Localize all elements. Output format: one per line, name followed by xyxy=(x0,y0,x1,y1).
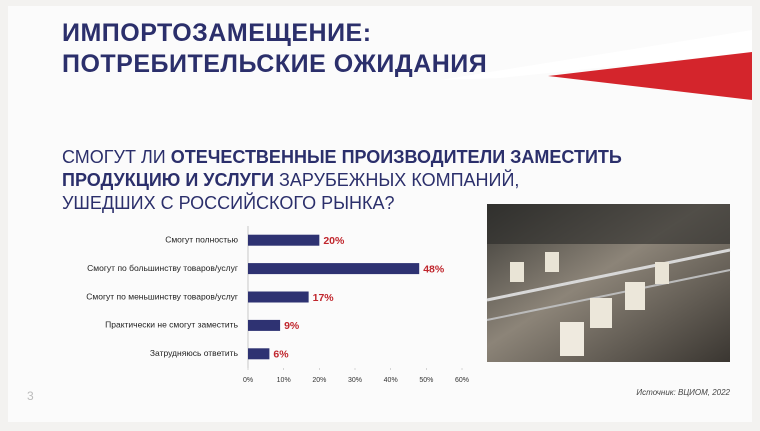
x-tick-label: 40% xyxy=(384,377,398,384)
value-label: 9% xyxy=(284,320,300,332)
x-tick-label: 20% xyxy=(312,377,326,384)
x-tick-label: 30% xyxy=(348,377,362,384)
question-text: УШЕДШИХ С РОССИЙСКОГО РЫНКА? xyxy=(62,193,395,213)
slide-title: ИМПОРТОЗАМЕЩЕНИЕ: ПОТРЕБИТЕЛЬСКИЕ ОЖИДАНИ… xyxy=(62,18,487,80)
swoosh-red xyxy=(548,52,752,100)
value-label: 17% xyxy=(313,292,335,304)
category-label: Смогут по большинству товаров/услуг xyxy=(87,263,238,273)
bar xyxy=(248,291,309,303)
category-label: Практически не смогут заместить xyxy=(105,320,238,330)
category-label: Затрудняюсь ответить xyxy=(150,348,239,358)
category-label: Смогут по меньшинству товаров/услуг xyxy=(86,291,238,301)
x-tick-label: 10% xyxy=(277,377,291,384)
title-line: ПОТРЕБИТЕЛЬСКИЕ ОЖИДАНИЯ xyxy=(62,50,488,78)
x-tick-label: 0% xyxy=(243,377,253,384)
bar xyxy=(248,263,420,275)
question-text: ЗАРУБЕЖНЫХ КОМПАНИЙ, xyxy=(274,170,520,190)
question-line: ПРОДУКЦИЮ И УСЛУГИ ЗАРУБЕЖНЫХ КОМПАНИЙ, xyxy=(62,169,622,192)
bar xyxy=(248,348,270,360)
x-tick-label: 60% xyxy=(455,377,469,384)
photo xyxy=(486,204,731,362)
value-label: 6% xyxy=(273,349,289,361)
question-line: СМОГУТ ЛИ ОТЕЧЕСТВЕННЫЕ ПРОИЗВОДИТЕЛИ ЗА… xyxy=(62,146,622,169)
source: Источник: ВЦИОМ, 2022 xyxy=(636,388,730,397)
title-line: ИМПОРТОЗАМЕЩЕНИЕ: xyxy=(62,19,372,47)
question: СМОГУТ ЛИ ОТЕЧЕСТВЕННЫЕ ПРОИЗВОДИТЕЛИ ЗА… xyxy=(62,146,622,215)
question-text: ПРОДУКЦИЮ И УСЛУГИ xyxy=(62,170,275,190)
question-line: УШЕДШИХ С РОССИЙСКОГО РЫНКА? xyxy=(62,192,622,215)
category-label: Смогут полностью xyxy=(165,234,238,244)
value-label: 48% xyxy=(423,263,445,275)
swoosh-white xyxy=(440,30,752,80)
bar xyxy=(248,234,320,246)
page-number: 3 xyxy=(27,389,34,403)
question-text: СМОГУТ ЛИ xyxy=(62,147,171,167)
bar xyxy=(248,319,281,331)
question-text: ОТЕЧЕСТВЕННЫЕ ПРОИЗВОДИТЕЛИ ЗАМЕСТИТЬ xyxy=(170,147,622,167)
x-tick-label: 50% xyxy=(419,377,433,384)
value-label: 20% xyxy=(323,235,345,247)
